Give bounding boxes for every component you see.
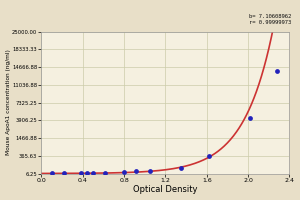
- Point: [84, 172, 89, 175]
- Point: [134, 170, 139, 173]
- Point: [91, 172, 95, 175]
- Text: b= 7.10608962
r= 0.99999973: b= 7.10608962 r= 0.99999973: [249, 14, 291, 25]
- Point: [274, 70, 279, 73]
- Point: [62, 172, 67, 175]
- Point: [103, 171, 108, 174]
- Point: [206, 154, 211, 157]
- Point: [78, 172, 83, 175]
- Point: [49, 172, 54, 175]
- Point: [122, 170, 127, 173]
- X-axis label: Optical Density: Optical Density: [133, 185, 198, 194]
- Point: [148, 169, 152, 172]
- Point: [178, 166, 183, 170]
- Y-axis label: Mouse ApoA1 concentration (ng/ml): Mouse ApoA1 concentration (ng/ml): [6, 50, 10, 155]
- Point: [248, 116, 253, 120]
